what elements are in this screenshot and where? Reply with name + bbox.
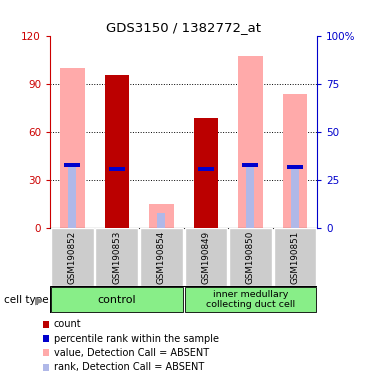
- Bar: [157, 213, 165, 228]
- Bar: [198, 167, 214, 171]
- Bar: [238, 56, 263, 228]
- Bar: [105, 75, 129, 228]
- Bar: [291, 167, 299, 228]
- Text: cell type: cell type: [4, 295, 48, 305]
- Bar: [68, 165, 76, 228]
- Text: GSM190853: GSM190853: [112, 231, 121, 284]
- Text: rank, Detection Call = ABSENT: rank, Detection Call = ABSENT: [54, 362, 204, 372]
- Bar: [149, 204, 174, 228]
- Bar: [287, 165, 303, 169]
- Bar: [194, 118, 218, 228]
- Bar: [184, 286, 316, 313]
- Bar: [109, 167, 125, 171]
- Bar: [229, 228, 272, 286]
- Bar: [51, 228, 94, 286]
- Text: inner medullary
collecting duct cell: inner medullary collecting duct cell: [206, 290, 295, 309]
- Text: GSM190850: GSM190850: [246, 231, 255, 284]
- Bar: [65, 163, 80, 167]
- Bar: [184, 228, 227, 286]
- Text: GSM190851: GSM190851: [290, 231, 299, 284]
- Bar: [246, 165, 255, 228]
- Text: percentile rank within the sample: percentile rank within the sample: [54, 334, 219, 344]
- Bar: [95, 228, 138, 286]
- Text: control: control: [98, 295, 136, 305]
- Bar: [283, 94, 307, 228]
- Text: GSM190849: GSM190849: [201, 231, 210, 284]
- Text: value, Detection Call = ABSENT: value, Detection Call = ABSENT: [54, 348, 209, 358]
- Title: GDS3150 / 1382772_at: GDS3150 / 1382772_at: [106, 21, 261, 34]
- Bar: [243, 163, 258, 167]
- Bar: [60, 68, 85, 228]
- Bar: [51, 286, 183, 313]
- Bar: [140, 228, 183, 286]
- Text: count: count: [54, 319, 81, 329]
- Text: GSM190854: GSM190854: [157, 231, 166, 284]
- Text: GSM190852: GSM190852: [68, 231, 77, 284]
- Text: ▶: ▶: [35, 295, 43, 305]
- Bar: [273, 228, 316, 286]
